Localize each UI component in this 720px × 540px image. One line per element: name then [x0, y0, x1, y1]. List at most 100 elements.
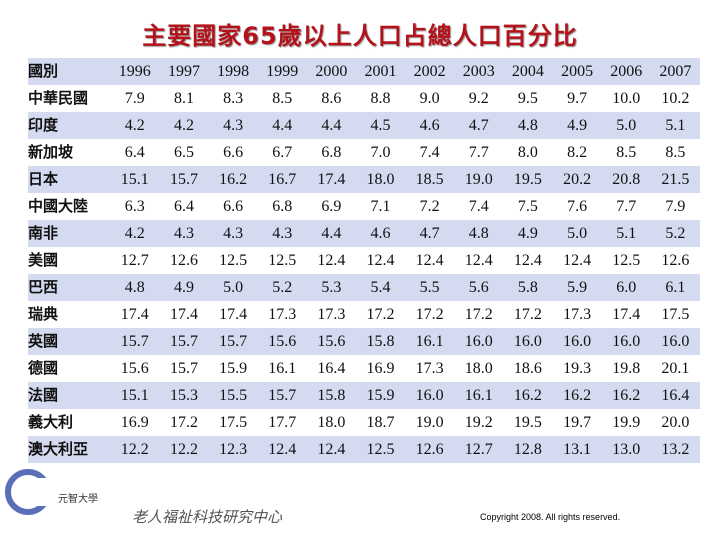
cell-value: 16.7 — [257, 166, 307, 193]
cell-value: 16.1 — [454, 382, 504, 409]
cell-value: 16.2 — [601, 382, 651, 409]
cell-value: 15.9 — [355, 382, 406, 409]
header-row: 國別 1996 1997 1998 1999 2000 2001 2002 2003 2004 20… — [28, 58, 700, 85]
cell-value: 4.4 — [306, 220, 356, 247]
table-row: 新加坡 6.4 6.5 6.6 6.7 6.8 7.0 7.4 7.7 8.0 8.2 8.5 8.5 — [28, 139, 700, 166]
cell-value: 4.2 — [110, 112, 160, 139]
logo: 元智大學 — [5, 469, 98, 515]
table-row: 巴西 4.8 4.9 5.0 5.2 5.3 5.4 5.5 5.6 5.8 5.9 6.0 6.1 — [28, 274, 700, 301]
table-row: 義大利 16.9 17.2 17.5 17.7 18.0 18.7 19.0 19.2 19.5 1… — [28, 409, 700, 436]
cell-value: 4.3 — [208, 220, 258, 247]
cell-value: 6.7 — [272, 143, 293, 161]
cell-value: 16.0 — [503, 328, 553, 355]
table-row: 中華民國 7.9 8.1 8.3 8.5 8.6 8.8 9.0 9.2 9.5 9.7 10.0 10… — [28, 85, 700, 112]
cell-value: 9.7 — [567, 89, 588, 107]
cell-value: 7.4 — [468, 197, 489, 215]
cell-value: 20.1 — [661, 359, 690, 377]
country-name: 南非 — [28, 220, 111, 247]
cell-value: 12.6 — [661, 251, 690, 269]
cell-value: 12.5 — [355, 436, 406, 463]
cell-value: 17.2 — [464, 305, 493, 323]
cell-value: 4.3 — [159, 220, 209, 247]
header-year: 1998 — [208, 58, 258, 85]
cell-value: 15.7 — [110, 328, 160, 355]
cell-value: 5.5 — [405, 274, 455, 301]
cell-value: 6.3 — [124, 197, 145, 215]
cell-value: 17.3 — [268, 305, 297, 323]
cell-value: 17.2 — [513, 305, 542, 323]
cell-value: 20.2 — [552, 166, 602, 193]
cell-value: 13.1 — [552, 436, 602, 463]
cell-value: 19.0 — [415, 413, 444, 431]
cell-value: 12.4 — [317, 251, 346, 269]
logo-cut — [32, 478, 54, 506]
cell-value: 17.4 — [306, 166, 356, 193]
header-label: 國別 — [28, 58, 111, 85]
cell-value: 7.7 — [468, 143, 489, 161]
cell-value: 19.8 — [612, 359, 641, 377]
cell-value: 15.7 — [257, 382, 307, 409]
table-row: 英國 15.7 15.7 15.7 15.6 15.6 15.8 16.1 16.0 16.0 16… — [28, 328, 700, 355]
center-name: 老人福祉科技研究中心 — [132, 508, 283, 526]
cell-value: 13.0 — [601, 436, 651, 463]
cell-value: 12.4 — [366, 251, 395, 269]
cell-value: 6.5 — [173, 143, 194, 161]
cell-value: 16.0 — [405, 382, 455, 409]
country-name: 中國大陸 — [28, 197, 89, 215]
cell-value: 15.7 — [159, 328, 209, 355]
cell-value: 20.0 — [661, 413, 690, 431]
cell-value: 9.5 — [517, 89, 538, 107]
cell-value: 7.2 — [419, 197, 440, 215]
cell-value: 7.9 — [665, 197, 686, 215]
country-name: 德國 — [28, 359, 59, 377]
cell-value: 5.0 — [208, 274, 258, 301]
cell-value: 6.0 — [601, 274, 651, 301]
country-name: 英國 — [28, 328, 111, 355]
country-name: 美國 — [28, 251, 59, 269]
cell-value: 19.7 — [563, 413, 592, 431]
cell-value: 18.0 — [355, 166, 406, 193]
cell-value: 15.1 — [110, 382, 160, 409]
header-year: 1999 — [257, 58, 307, 85]
cell-value: 16.2 — [208, 166, 258, 193]
cell-value: 12.5 — [268, 251, 297, 269]
cell-value: 4.3 — [257, 220, 307, 247]
table-row: 印度 4.2 4.2 4.3 4.4 4.4 4.5 4.6 4.7 4.8 4.9 5.0 5.1 — [28, 112, 700, 139]
cell-value: 15.7 — [159, 166, 209, 193]
cell-value: 4.3 — [208, 112, 258, 139]
table-row: 法國 15.1 15.3 15.5 15.7 15.8 15.9 16.0 16.1 16.2 16… — [28, 382, 700, 409]
cell-value: 7.0 — [370, 143, 391, 161]
header-year: 2007 — [650, 58, 700, 85]
cell-value: 17.2 — [415, 305, 444, 323]
cell-value: 16.2 — [503, 382, 553, 409]
cell-value: 5.1 — [601, 220, 651, 247]
country-name: 中華民國 — [28, 89, 89, 107]
cell-value: 18.6 — [513, 359, 542, 377]
cell-value: 5.2 — [650, 220, 700, 247]
cell-value: 19.5 — [513, 413, 542, 431]
cell-value: 16.0 — [601, 328, 651, 355]
cell-value: 17.4 — [612, 305, 641, 323]
header-year: 2001 — [355, 58, 406, 85]
cell-value: 8.3 — [223, 89, 244, 107]
copyright: Copyright 2008. All rights reserved. — [480, 512, 621, 522]
country-name: 瑞典 — [28, 305, 59, 323]
table-row: 美國 12.7 12.6 12.5 12.5 12.4 12.4 12.4 12.4 12.4 12… — [28, 247, 700, 274]
cell-value: 15.7 — [169, 359, 198, 377]
cell-value: 8.5 — [665, 143, 686, 161]
cell-value: 8.8 — [370, 89, 391, 107]
cell-value: 4.9 — [503, 220, 553, 247]
cell-value: 21.5 — [650, 166, 700, 193]
cell-value: 16.9 — [120, 413, 149, 431]
title: 主要國家65歲以上人口占總人口百分比 — [142, 22, 578, 50]
cell-value: 12.4 — [563, 251, 592, 269]
cell-value: 6.9 — [321, 197, 342, 215]
cell-value: 12.4 — [464, 251, 493, 269]
cell-value: 8.0 — [517, 143, 538, 161]
cell-value: 17.3 — [563, 305, 592, 323]
cell-value: 15.3 — [159, 382, 209, 409]
cell-value: 4.7 — [454, 112, 504, 139]
cell-value: 6.4 — [124, 143, 145, 161]
country-name: 澳大利亞 — [28, 436, 111, 463]
table-row: 南非 4.2 4.3 4.3 4.3 4.4 4.6 4.7 4.8 4.9 5.0 5.1 5.2 — [28, 220, 700, 247]
